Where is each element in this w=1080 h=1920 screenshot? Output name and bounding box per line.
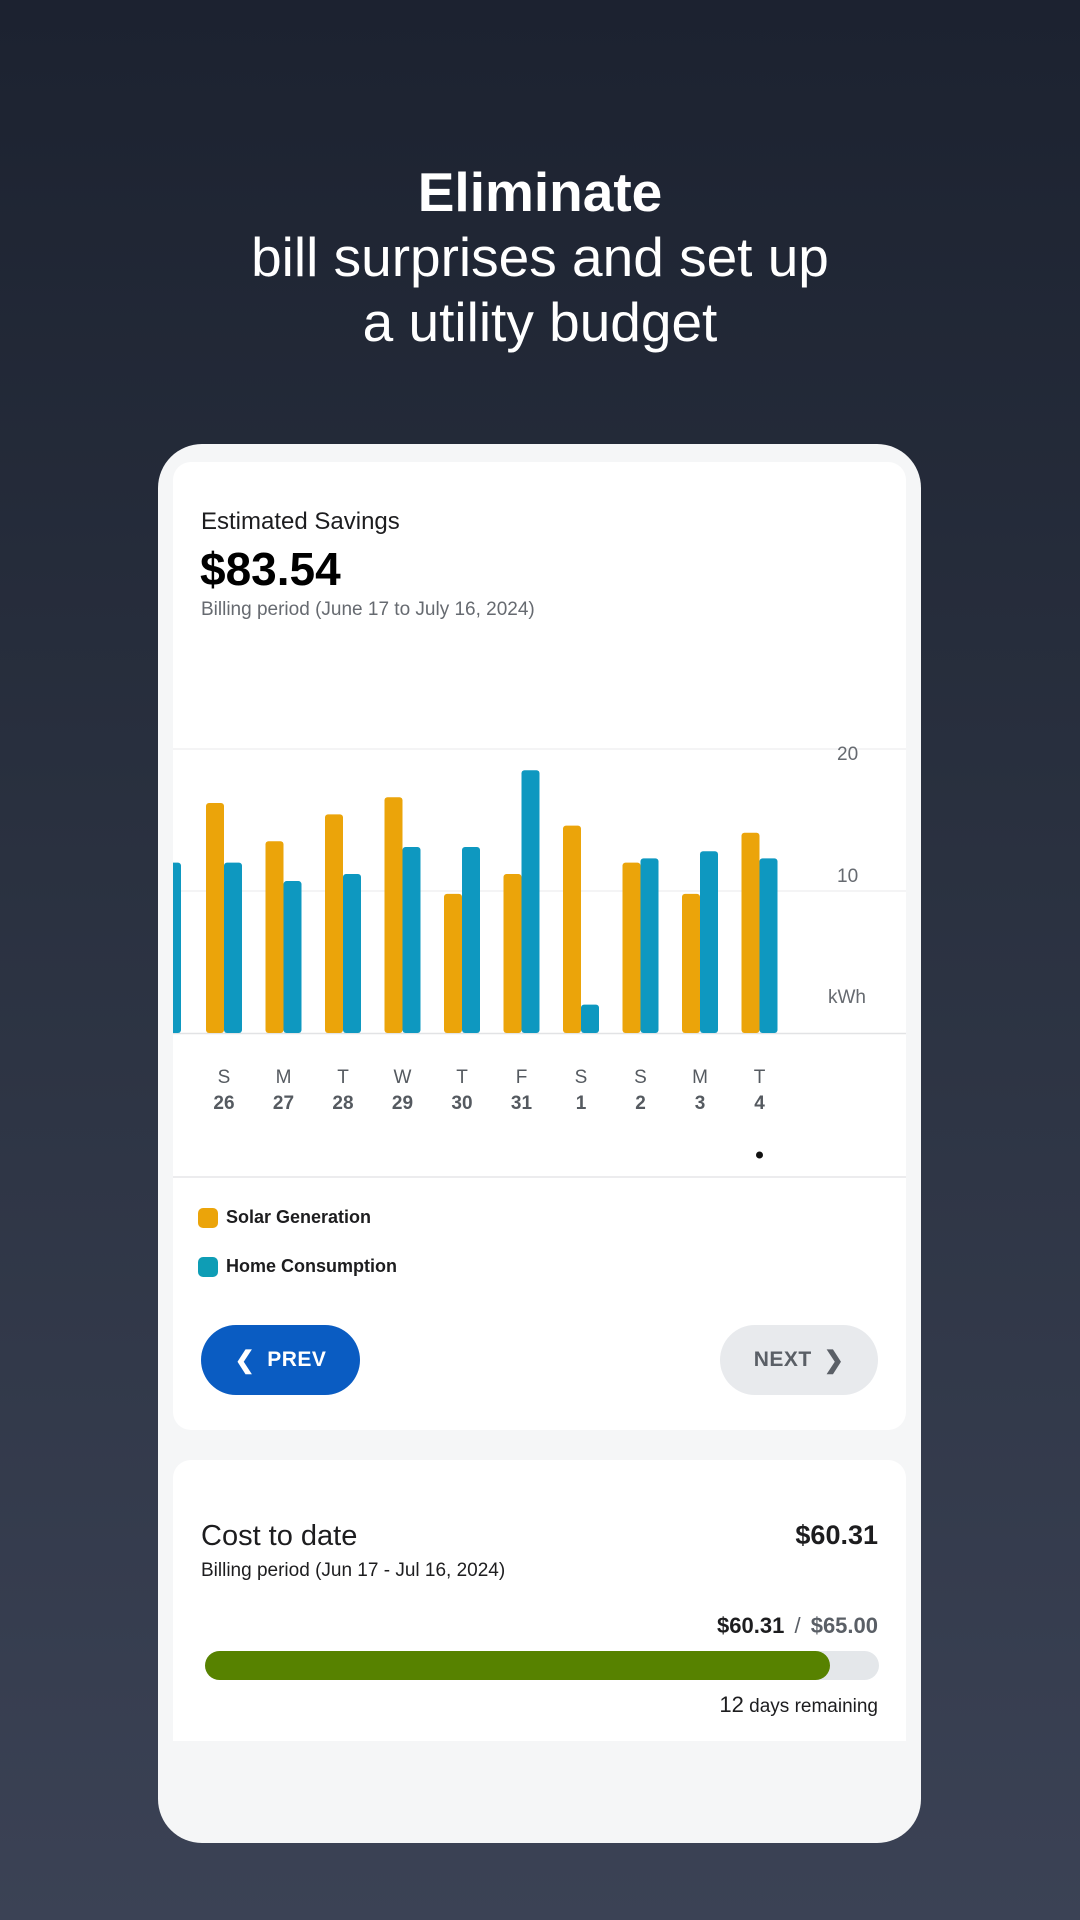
x-tick-day[interactable]: S [574,1067,588,1088]
x-tick-day[interactable]: M [692,1067,708,1088]
bar-home-1 [581,1004,599,1033]
headline-line-3: a utility budget [362,291,718,353]
bar-solar-3 [682,893,700,1033]
bar-solar-26 [206,802,224,1033]
bar-home-3 [700,851,718,1033]
savings-card: Estimated Savings $83.54 Billing period … [173,462,906,1430]
x-tick-date[interactable]: 2 [635,1093,646,1114]
x-tick-day[interactable]: T [753,1067,766,1088]
bar-home-26 [224,862,242,1033]
savings-period: Billing period (June 17 to July 16, 2024… [201,599,535,620]
x-tick-day[interactable]: S [217,1067,231,1088]
x-tick-day[interactable]: S [634,1067,647,1088]
bar-home-consumption-previous [173,862,181,1033]
x-tick-date[interactable]: 4 [754,1093,765,1114]
cost-card: Cost to date $60.31 Billing period (Jun … [173,1460,906,1741]
days-remaining: 12 days remaining [719,1692,878,1718]
y-tick-10: 10 [837,866,859,887]
headline-bold: Eliminate [417,161,663,223]
x-tick-date[interactable]: 28 [332,1093,354,1114]
home-legend-label: Home Consumption [226,1256,397,1276]
bar-solar-29 [384,797,403,1033]
bar-home-29 [402,846,421,1033]
x-tick-date[interactable]: 31 [510,1093,533,1114]
selected-day-indicator [756,1151,763,1159]
budget-summary: $60.31 / $65.00 [717,1613,878,1639]
bar-home-27 [283,881,302,1033]
cost-title: Cost to date [201,1520,358,1552]
budget-separator: / [794,1613,801,1638]
y-tick-20: 20 [837,744,859,765]
solar-legend-swatch [198,1208,218,1228]
bar-solar-4 [741,832,760,1033]
solar-legend-label: Solar Generation [226,1207,372,1227]
bar-home-4 [759,858,778,1033]
x-tick-day[interactable]: F [515,1067,528,1088]
budget-progress-fill [205,1651,831,1680]
bar-home-2 [640,858,659,1033]
x-tick-date[interactable]: 3 [694,1093,706,1114]
x-tick-day[interactable]: T [456,1067,468,1088]
usage-bar-chart [173,748,906,1159]
bar-solar-1 [563,825,581,1033]
prev-label: PREV [267,1348,327,1371]
x-tick-date[interactable]: 30 [451,1093,473,1114]
chevron-left-icon: ❮ [234,1346,256,1374]
x-tick-date[interactable]: 1 [575,1093,587,1114]
days-remaining-count: 12 [719,1692,744,1717]
savings-amount: $83.54 [200,543,341,595]
savings-title: Estimated Savings [201,508,400,535]
budget-progress-bar [205,1651,879,1680]
x-tick-day[interactable]: T [337,1067,349,1088]
home-legend-swatch [198,1257,218,1277]
days-remaining-label: days remaining [749,1696,878,1717]
prev-button[interactable]: ❮ PREV [201,1325,360,1395]
bar-solar-30 [444,893,462,1033]
budget-amount: $65.00 [810,1613,878,1638]
cost-period: Billing period (Jun 17 - Jul 16, 2024) [201,1560,506,1581]
bar-home-28 [343,873,361,1033]
x-tick-day[interactable]: M [275,1067,292,1088]
unit-label: kWh [828,987,866,1008]
next-button[interactable]: NEXT ❯ [720,1325,878,1395]
bar-home-30 [462,846,480,1033]
x-tick-date[interactable]: 29 [391,1093,414,1114]
bar-home-31 [521,770,540,1033]
x-tick-date[interactable]: 27 [272,1093,295,1114]
cost-amount: $60.31 [795,1520,878,1550]
divider [173,1176,906,1178]
x-tick-date[interactable]: 26 [213,1093,235,1114]
bar-solar-31 [503,873,522,1033]
bar-solar-27 [265,841,284,1033]
next-label: NEXT [753,1348,812,1371]
chevron-right-icon: ❯ [823,1346,845,1374]
headline-line-2: bill surprises and set up [251,226,829,288]
bar-solar-28 [325,814,343,1033]
bar-solar-2 [622,862,641,1033]
x-tick-day[interactable]: W [393,1067,412,1088]
spent-amount: $60.31 [717,1613,785,1638]
